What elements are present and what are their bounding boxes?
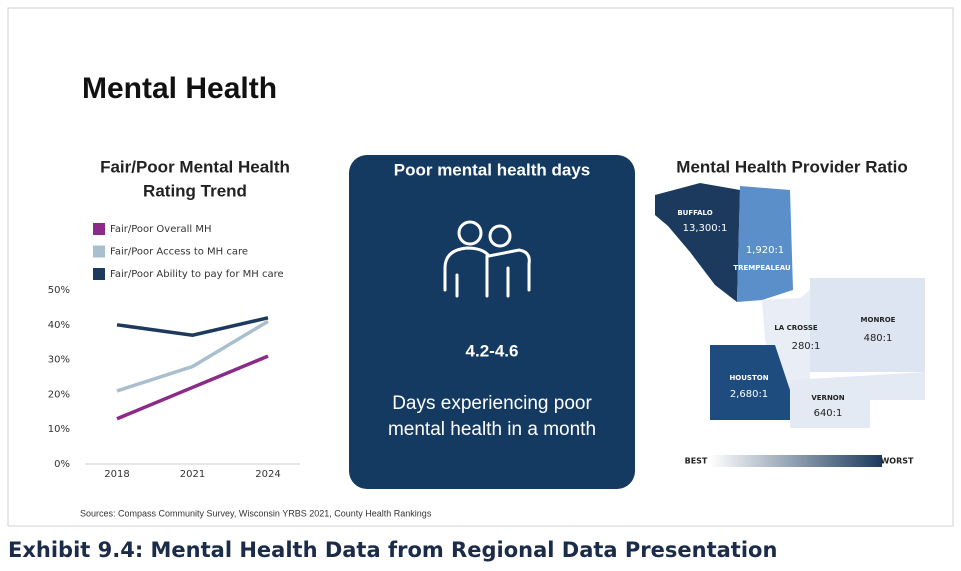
card-caption: mental health in a month	[388, 419, 596, 440]
card-title: Poor mental health days	[394, 160, 591, 179]
county	[790, 372, 925, 428]
series-line	[116, 354, 269, 421]
people-icon	[443, 220, 531, 298]
county-name: BUFFALO	[677, 209, 712, 217]
map-legend-bar	[710, 455, 882, 467]
county-ratio: 280:1	[792, 341, 821, 352]
y-tick-label: 20%	[48, 389, 70, 400]
series-line	[116, 319, 269, 393]
slide-title: Mental Health	[82, 72, 277, 105]
county-ratio: 640:1	[814, 408, 843, 419]
caption: Exhibit 9.4: Mental Health Data from Reg…	[8, 538, 777, 562]
y-tick-label: 0%	[54, 459, 70, 470]
legend-label: Fair/Poor Overall MH	[110, 224, 211, 235]
county	[710, 345, 790, 420]
legend-swatch	[93, 223, 105, 235]
x-tick-label: 2024	[255, 469, 280, 480]
county-ratio: 13,300:1	[683, 223, 728, 234]
y-tick-label: 50%	[48, 285, 70, 296]
county	[655, 183, 740, 302]
x-tick-label: 2018	[104, 469, 129, 480]
x-tick-label: 2021	[180, 469, 205, 480]
county-ratio: 480:1	[864, 333, 893, 344]
county-ratio: 1,920:1	[746, 245, 784, 256]
chart-title: Fair/Poor Mental Health	[100, 157, 290, 176]
map-title: Mental Health Provider Ratio	[676, 157, 907, 176]
legend-label: Fair/Poor Ability to pay for MH care	[110, 269, 284, 280]
legend-swatch	[93, 245, 105, 258]
county	[810, 278, 925, 372]
sources: Sources: Compass Community Survey, Wisco…	[80, 508, 432, 518]
card-value: 4.2-4.6	[466, 341, 519, 360]
card-caption: Days experiencing poor	[392, 393, 592, 414]
y-tick-label: 30%	[48, 355, 70, 366]
map-legend-low: BEST	[685, 457, 708, 466]
legend-swatch	[93, 268, 105, 280]
legend-label: Fair/Poor Access to MH care	[110, 247, 248, 258]
county-name: HOUSTON	[729, 374, 768, 382]
card	[349, 155, 635, 489]
y-tick-label: 10%	[48, 424, 70, 435]
map	[655, 183, 925, 428]
chart-title: Rating Trend	[143, 181, 247, 200]
y-tick-label: 40%	[48, 320, 70, 331]
county-name: LA CROSSE	[774, 324, 818, 332]
county-ratio: 2,680:1	[730, 389, 768, 400]
map-legend-high: WORST	[880, 457, 914, 466]
county-name: MONROE	[861, 316, 896, 324]
county	[737, 186, 793, 302]
series-line	[116, 316, 269, 338]
county-name: TREMPEALEAU	[733, 264, 791, 272]
county-name: VERNON	[811, 394, 844, 402]
